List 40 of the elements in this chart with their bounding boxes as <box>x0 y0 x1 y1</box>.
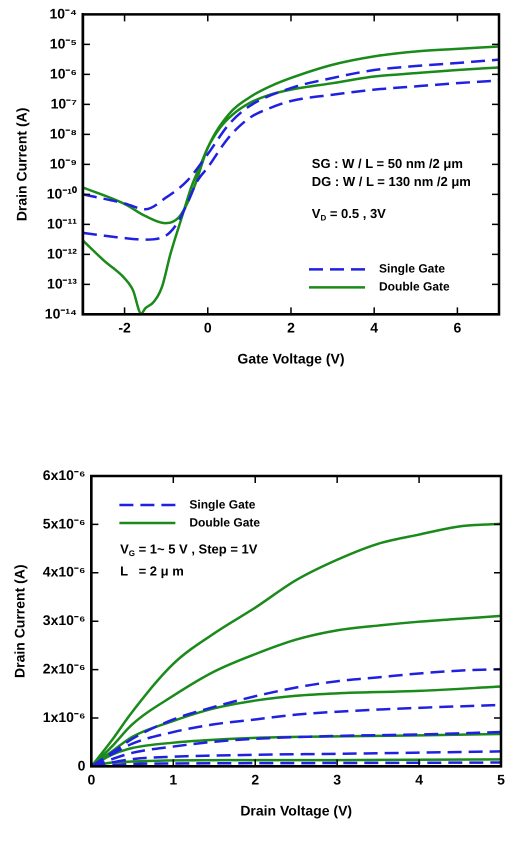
x-tick-label: 3 <box>333 772 342 788</box>
x-tick-label: -2 <box>118 320 131 336</box>
y-tick-label: 10⁻⁹ <box>50 155 77 172</box>
y-tick-label: 3x10⁻⁶ <box>42 612 86 628</box>
x-axis-title: Drain Voltage (V) <box>240 802 352 818</box>
y-tick-label: 10⁻⁷ <box>50 95 78 112</box>
y-tick-label: 10⁻¹² <box>47 245 78 262</box>
x-tick-label: 5 <box>497 772 506 788</box>
annotation: SG : W / L = 50 nm /2 μm <box>312 156 463 171</box>
legend-label: Single Gate <box>379 262 446 276</box>
y-tick-label: 10⁻⁵ <box>50 35 77 52</box>
y-tick-label: 10⁻¹⁴ <box>44 305 78 322</box>
annotation: DG : W / L = 130 nm /2 μm <box>312 174 471 189</box>
y-axis-title: Drain Current (A) <box>13 108 30 222</box>
y-tick-label: 10⁻¹¹ <box>47 215 78 232</box>
legend-label: Double Gate <box>379 280 450 294</box>
x-tick-label: 2 <box>287 320 296 336</box>
y-tick-label: 2x10⁻⁶ <box>42 660 86 676</box>
y-axis-title: Drain Current (A) <box>11 564 28 678</box>
x-axis-title: Gate Voltage (V) <box>237 350 345 366</box>
y-tick-label: 0 <box>78 757 86 774</box>
x-tick-label: 2 <box>251 772 260 788</box>
y-tick-label: 6x10⁻⁶ <box>42 466 86 483</box>
y-tick-label: 10⁻⁶ <box>50 65 77 82</box>
y-tick-label: 10⁻⁸ <box>50 125 77 142</box>
x-tick-label: 4 <box>415 772 424 788</box>
x-tick-label: 4 <box>370 320 378 336</box>
y-tick-label: 5x10⁻⁶ <box>42 515 86 532</box>
y-tick-label: 4x10⁻⁶ <box>42 564 86 580</box>
y-tick-label: 1x10⁻⁶ <box>42 708 86 725</box>
x-tick-label: 0 <box>204 320 212 336</box>
x-tick-label: 0 <box>87 772 96 788</box>
annotation: L = 2 μ m <box>120 564 184 579</box>
x-tick-label: 1 <box>169 772 178 788</box>
y-tick-label: 10⁻⁴ <box>49 5 78 22</box>
y-tick-label: 10⁻¹⁰ <box>46 185 77 202</box>
x-tick-label: 6 <box>453 320 462 336</box>
y-tick-label: 10⁻¹³ <box>47 275 78 292</box>
legend-label: Double Gate <box>189 515 260 530</box>
legend-label: Single Gate <box>189 497 256 512</box>
